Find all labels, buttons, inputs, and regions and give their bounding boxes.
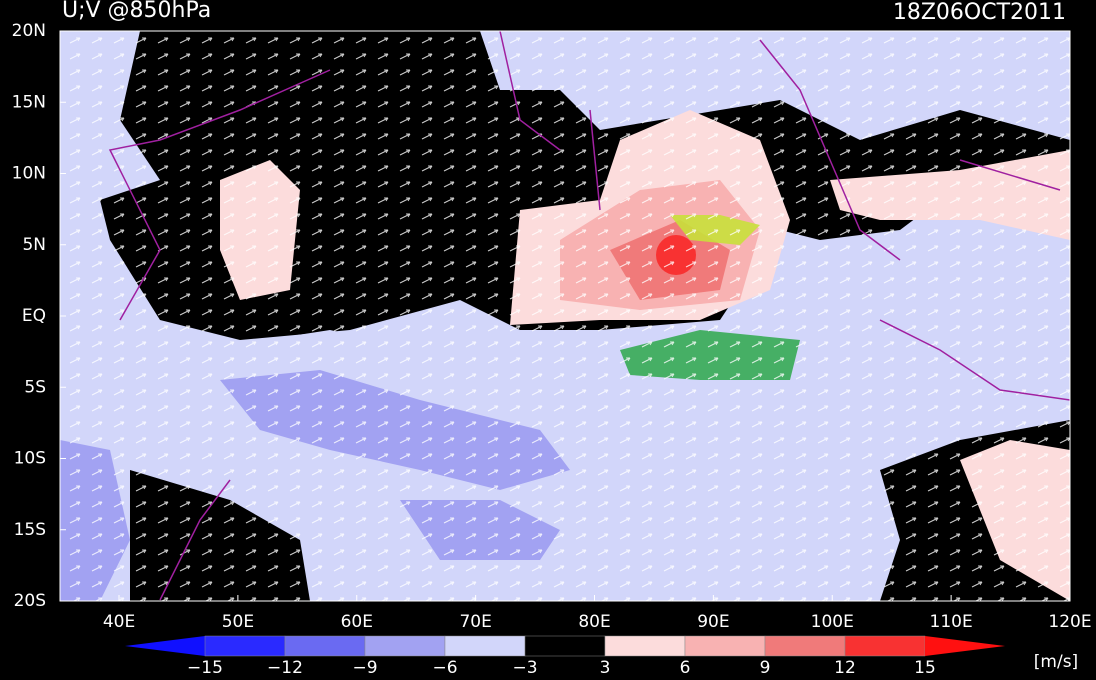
lat-label: 15S [14,520,46,540]
lat-label: 15N [12,92,46,112]
timestamp: 18Z06OCT2011 [893,0,1066,25]
field [60,31,1070,601]
lat-label: 20N [12,21,46,41]
colorbar-low-arrow [125,636,205,656]
colorbar-segment [684,635,766,657]
colorbar-segment [604,635,686,657]
colorbar-label: −6 [432,658,457,678]
colorbar-label: 9 [760,658,771,678]
colorbar-label: −3 [512,658,537,678]
lon-label: 100E [811,612,854,632]
colorbar-segment [844,635,926,657]
colorbar-label: −9 [352,658,377,678]
lon-label: 50E [222,612,254,632]
colorbar-segment [284,635,366,657]
colorbar-label: −15 [187,658,223,678]
colorbar-segment [764,635,846,657]
lon-label: 60E [341,612,373,632]
lon-label: 90E [697,612,729,632]
lat-label: 5N [22,235,46,255]
coastline [108,31,1070,601]
colorbar-label: 3 [600,658,611,678]
lon-label: 110E [930,612,973,632]
colorbar-label: −12 [267,658,303,678]
colorbar-segment [364,635,446,657]
colorbar-segment [444,635,526,657]
lon-label: 40E [103,612,135,632]
colorbar-high-arrow [925,636,1005,656]
colorbar-label: 15 [914,658,936,678]
lat-label: EQ [22,306,46,326]
lat-label: 10S [14,449,46,469]
lon-label: 120E [1048,612,1091,632]
lat-label: 20S [14,591,46,611]
lon-label: 70E [459,612,491,632]
lat-label: 5S [24,377,46,397]
colorbar-segment [524,635,606,657]
colorbar-label: 12 [834,658,856,678]
wind-vectors [60,31,1070,601]
colorbar-unit: [m/s] [1034,652,1078,672]
colorbar-label: 6 [680,658,691,678]
title: U;V @850hPa [62,0,211,23]
lon-label: 80E [578,612,610,632]
lat-label: 10N [12,164,46,184]
colorbar-segment [204,635,286,657]
